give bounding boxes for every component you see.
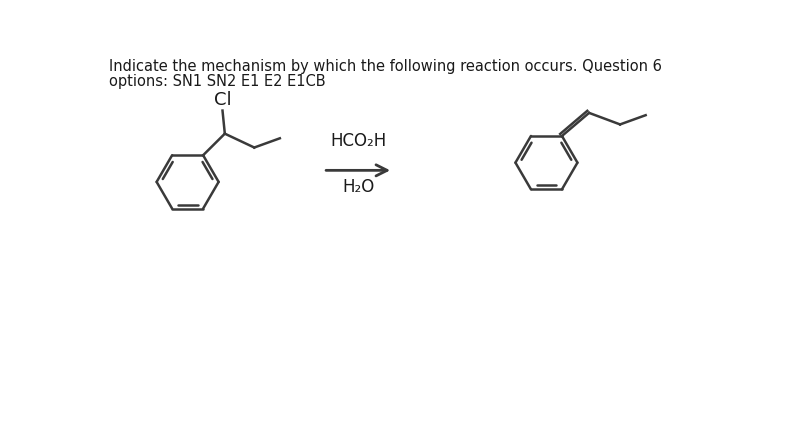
Text: Indicate the mechanism by which the following reaction occurs. Question 6: Indicate the mechanism by which the foll… xyxy=(110,59,662,74)
Text: H₂O: H₂O xyxy=(342,178,374,196)
Text: options: SN1 SN2 E1 E2 E1CB: options: SN1 SN2 E1 E2 E1CB xyxy=(110,74,326,89)
Text: Cl: Cl xyxy=(214,91,232,109)
Text: HCO₂H: HCO₂H xyxy=(330,132,386,150)
